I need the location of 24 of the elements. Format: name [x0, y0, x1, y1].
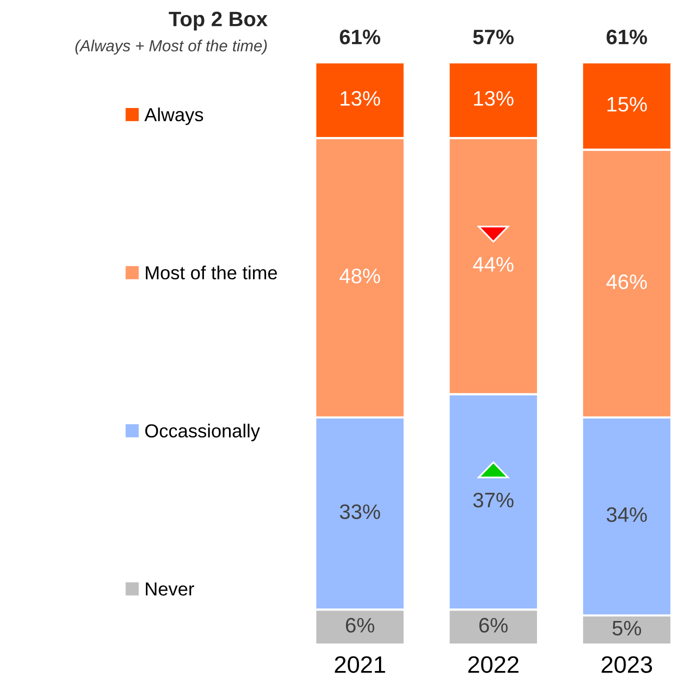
data-label: 48% — [340, 268, 380, 284]
x-tick-label: 2021 — [334, 656, 386, 673]
data-label: 46% — [606, 274, 647, 290]
chart-title: Top 2 Box — [168, 12, 268, 30]
annotation: 61% — [340, 30, 380, 44]
legend-label: Occassionally — [145, 424, 260, 442]
data-label: 6% — [479, 618, 508, 633]
data-label: 15% — [607, 96, 647, 112]
data-label: 6% — [346, 618, 374, 633]
data-label: 44% — [472, 257, 514, 272]
annotation: 61% — [606, 30, 648, 44]
legend-label: Always — [144, 108, 204, 126]
data-label: 33% — [340, 504, 380, 520]
x-tick-label: 2022 — [468, 656, 518, 673]
data-label: 5% — [612, 620, 642, 636]
data-label: 37% — [473, 492, 514, 508]
annotation: 57% — [473, 30, 514, 44]
data-label: 34% — [606, 507, 647, 522]
legend-label: Never — [146, 582, 194, 596]
legend-label: Most of the time — [146, 266, 277, 280]
chart-subtitle: (Always + Most of the time) — [75, 40, 267, 55]
x-tick-label: 2023 — [602, 656, 652, 673]
data-label: 13% — [340, 91, 380, 106]
data-label: 13% — [474, 91, 514, 106]
